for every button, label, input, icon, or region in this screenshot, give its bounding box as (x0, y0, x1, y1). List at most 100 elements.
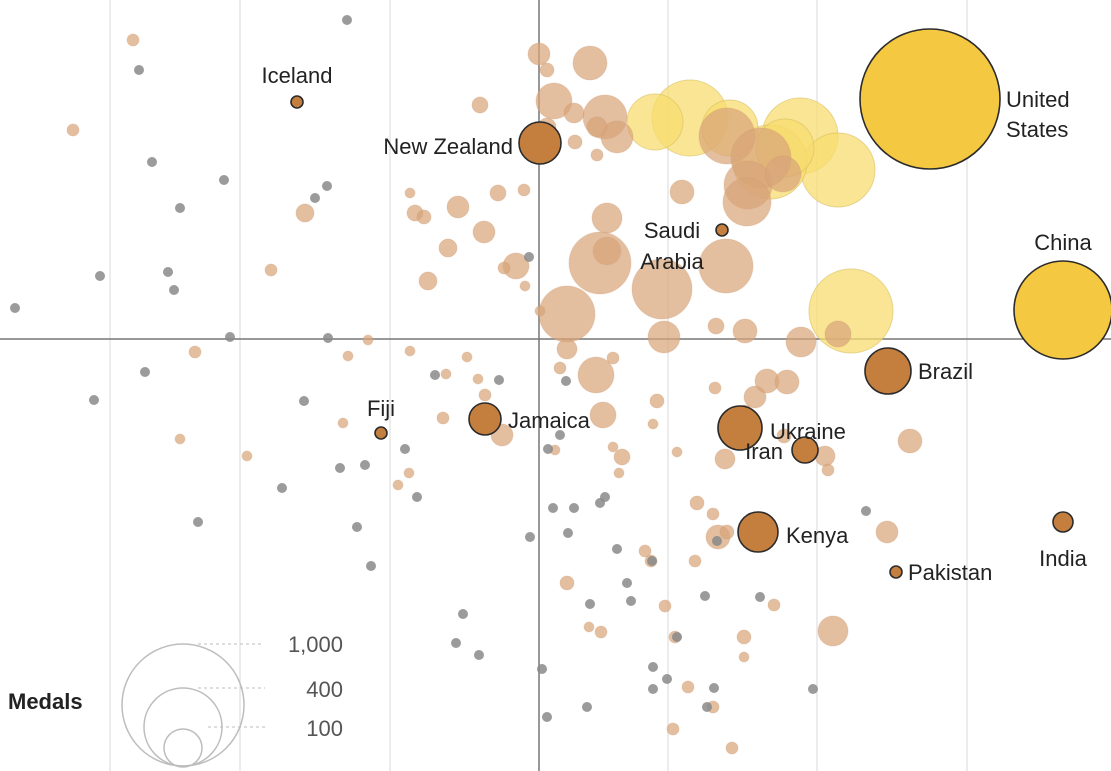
brazil-label: Brazil (918, 359, 973, 384)
highlighted-bubbles (290, 28, 1111, 579)
grey-bubble-6 (322, 181, 332, 191)
india-label: India (1039, 546, 1087, 571)
grey-bubble-3 (147, 157, 157, 167)
grey-bubble-46 (582, 702, 592, 712)
grey-bubble-40 (585, 599, 595, 609)
new-zealand-label: New Zealand (383, 134, 513, 159)
grey-bubble-39 (626, 596, 636, 606)
grey-bubble-41 (458, 609, 468, 619)
china-bubble (1013, 260, 1111, 360)
grey-bubble-52 (672, 632, 682, 642)
grey-bubble-16 (299, 396, 309, 406)
bronze-bubble-36 (446, 195, 470, 219)
bronze-bubble-94 (736, 629, 752, 645)
bronze-bubble-103 (897, 428, 923, 454)
bronze-bubble-55 (553, 361, 567, 375)
grey-bubble-28 (555, 430, 565, 440)
grey-bubble-58 (561, 376, 571, 386)
bronze-bubble-68 (774, 369, 800, 395)
grey-bubble-17 (277, 483, 287, 493)
bronze-bubble-95 (738, 651, 750, 663)
bronze-bubble-3 (539, 62, 555, 78)
bronze-bubble-80 (241, 450, 253, 462)
grey-bubble-43 (474, 650, 484, 660)
united-states-label: United States (1006, 87, 1070, 142)
bronze-bubble-98 (666, 722, 680, 736)
grey-bubble-9 (163, 267, 173, 277)
bronze-bubble-47 (66, 123, 80, 137)
gold-bubble-6 (626, 93, 684, 151)
bronze-bubble-73 (821, 463, 835, 477)
bronze-bubble-79 (337, 417, 349, 429)
bronze-bubble-57 (606, 351, 620, 365)
grey-bubble-36 (612, 544, 622, 554)
bronze-bubble-104 (534, 305, 546, 317)
grey-bubble-15 (89, 395, 99, 405)
bronze-bubble-6 (563, 102, 585, 124)
brazil-bubble (864, 347, 912, 395)
grey-bubble-21 (360, 460, 370, 470)
bronze-bubble-83 (706, 507, 720, 521)
grey-bubble-53 (755, 592, 765, 602)
bronze-bubble-44 (264, 263, 278, 277)
bronze-bubble-22 (631, 258, 693, 320)
grey-bubble-2 (134, 65, 144, 75)
bronze-bubble-35 (517, 183, 531, 197)
bronze-bubble-58 (649, 393, 665, 409)
bronze-bubble-1 (527, 42, 551, 66)
gold-bubble-5 (808, 268, 894, 354)
iran-bubble (791, 436, 819, 464)
bronze-bubble-91 (583, 621, 595, 633)
bronze-bubble-27 (732, 318, 758, 344)
grey-bubble-25 (430, 370, 440, 380)
bronze-bubble-89 (559, 575, 575, 591)
grey-bubble-31 (569, 503, 579, 513)
grey-bubble-14 (140, 367, 150, 377)
bronze-bubble-53 (472, 373, 484, 385)
bronze-bubble-2 (572, 45, 608, 81)
iceland-label: Iceland (262, 63, 333, 88)
grey-bubble-50 (700, 591, 710, 601)
grey-bubble-56 (808, 684, 818, 694)
grey-bubble-29 (543, 444, 553, 454)
bronze-bubble-30 (824, 320, 852, 348)
bronze-bubble-50 (404, 345, 416, 357)
grey-bubble-20 (366, 561, 376, 571)
grey-bubble-5 (175, 203, 185, 213)
bronze-bubble-102 (875, 520, 899, 544)
bronze-bubble-16 (764, 155, 802, 193)
grey-bubble-23 (400, 444, 410, 454)
grey-bubble-54 (709, 683, 719, 693)
pakistan-label: Pakistan (908, 560, 992, 585)
bronze-bubble-46 (126, 33, 140, 47)
bronze-bubble-4 (535, 82, 573, 120)
jamaica-bubble (468, 402, 502, 436)
grey-bubble-33 (595, 498, 605, 508)
bronze-bubble-9 (590, 148, 604, 162)
bronze-bubble-62 (613, 448, 631, 466)
bronze-bubble-61 (607, 441, 619, 453)
grey-bubble-35 (563, 528, 573, 538)
legend-label-100: 100 (306, 716, 343, 741)
bronze-bubble-26 (647, 320, 681, 354)
bronze-bubble-38 (438, 238, 458, 258)
bronze-bubble-85 (719, 524, 735, 540)
bronze-bubble-65 (708, 381, 722, 395)
grey-bubble-24 (412, 492, 422, 502)
legend-circle-1 (121, 643, 245, 767)
background-bubbles (10, 15, 923, 755)
bronze-bubble-33 (519, 280, 531, 292)
bronze-bubble-43 (295, 203, 315, 223)
ukraine-bubble (717, 405, 763, 451)
grey-bubble-57 (861, 506, 871, 516)
grey-bubble-1 (342, 15, 352, 25)
kenya-bubble (737, 511, 779, 553)
bronze-bubble-56 (577, 356, 615, 394)
bronze-bubble-60 (589, 401, 617, 429)
grey-bubble-19 (352, 522, 362, 532)
bronze-bubble-70 (714, 448, 736, 470)
size-legend: Medals 1,000 400 100 (8, 632, 343, 768)
grey-bubble-45 (542, 712, 552, 722)
country-labels: United States China New Zealand Brazil Ukrain… (262, 63, 1093, 585)
